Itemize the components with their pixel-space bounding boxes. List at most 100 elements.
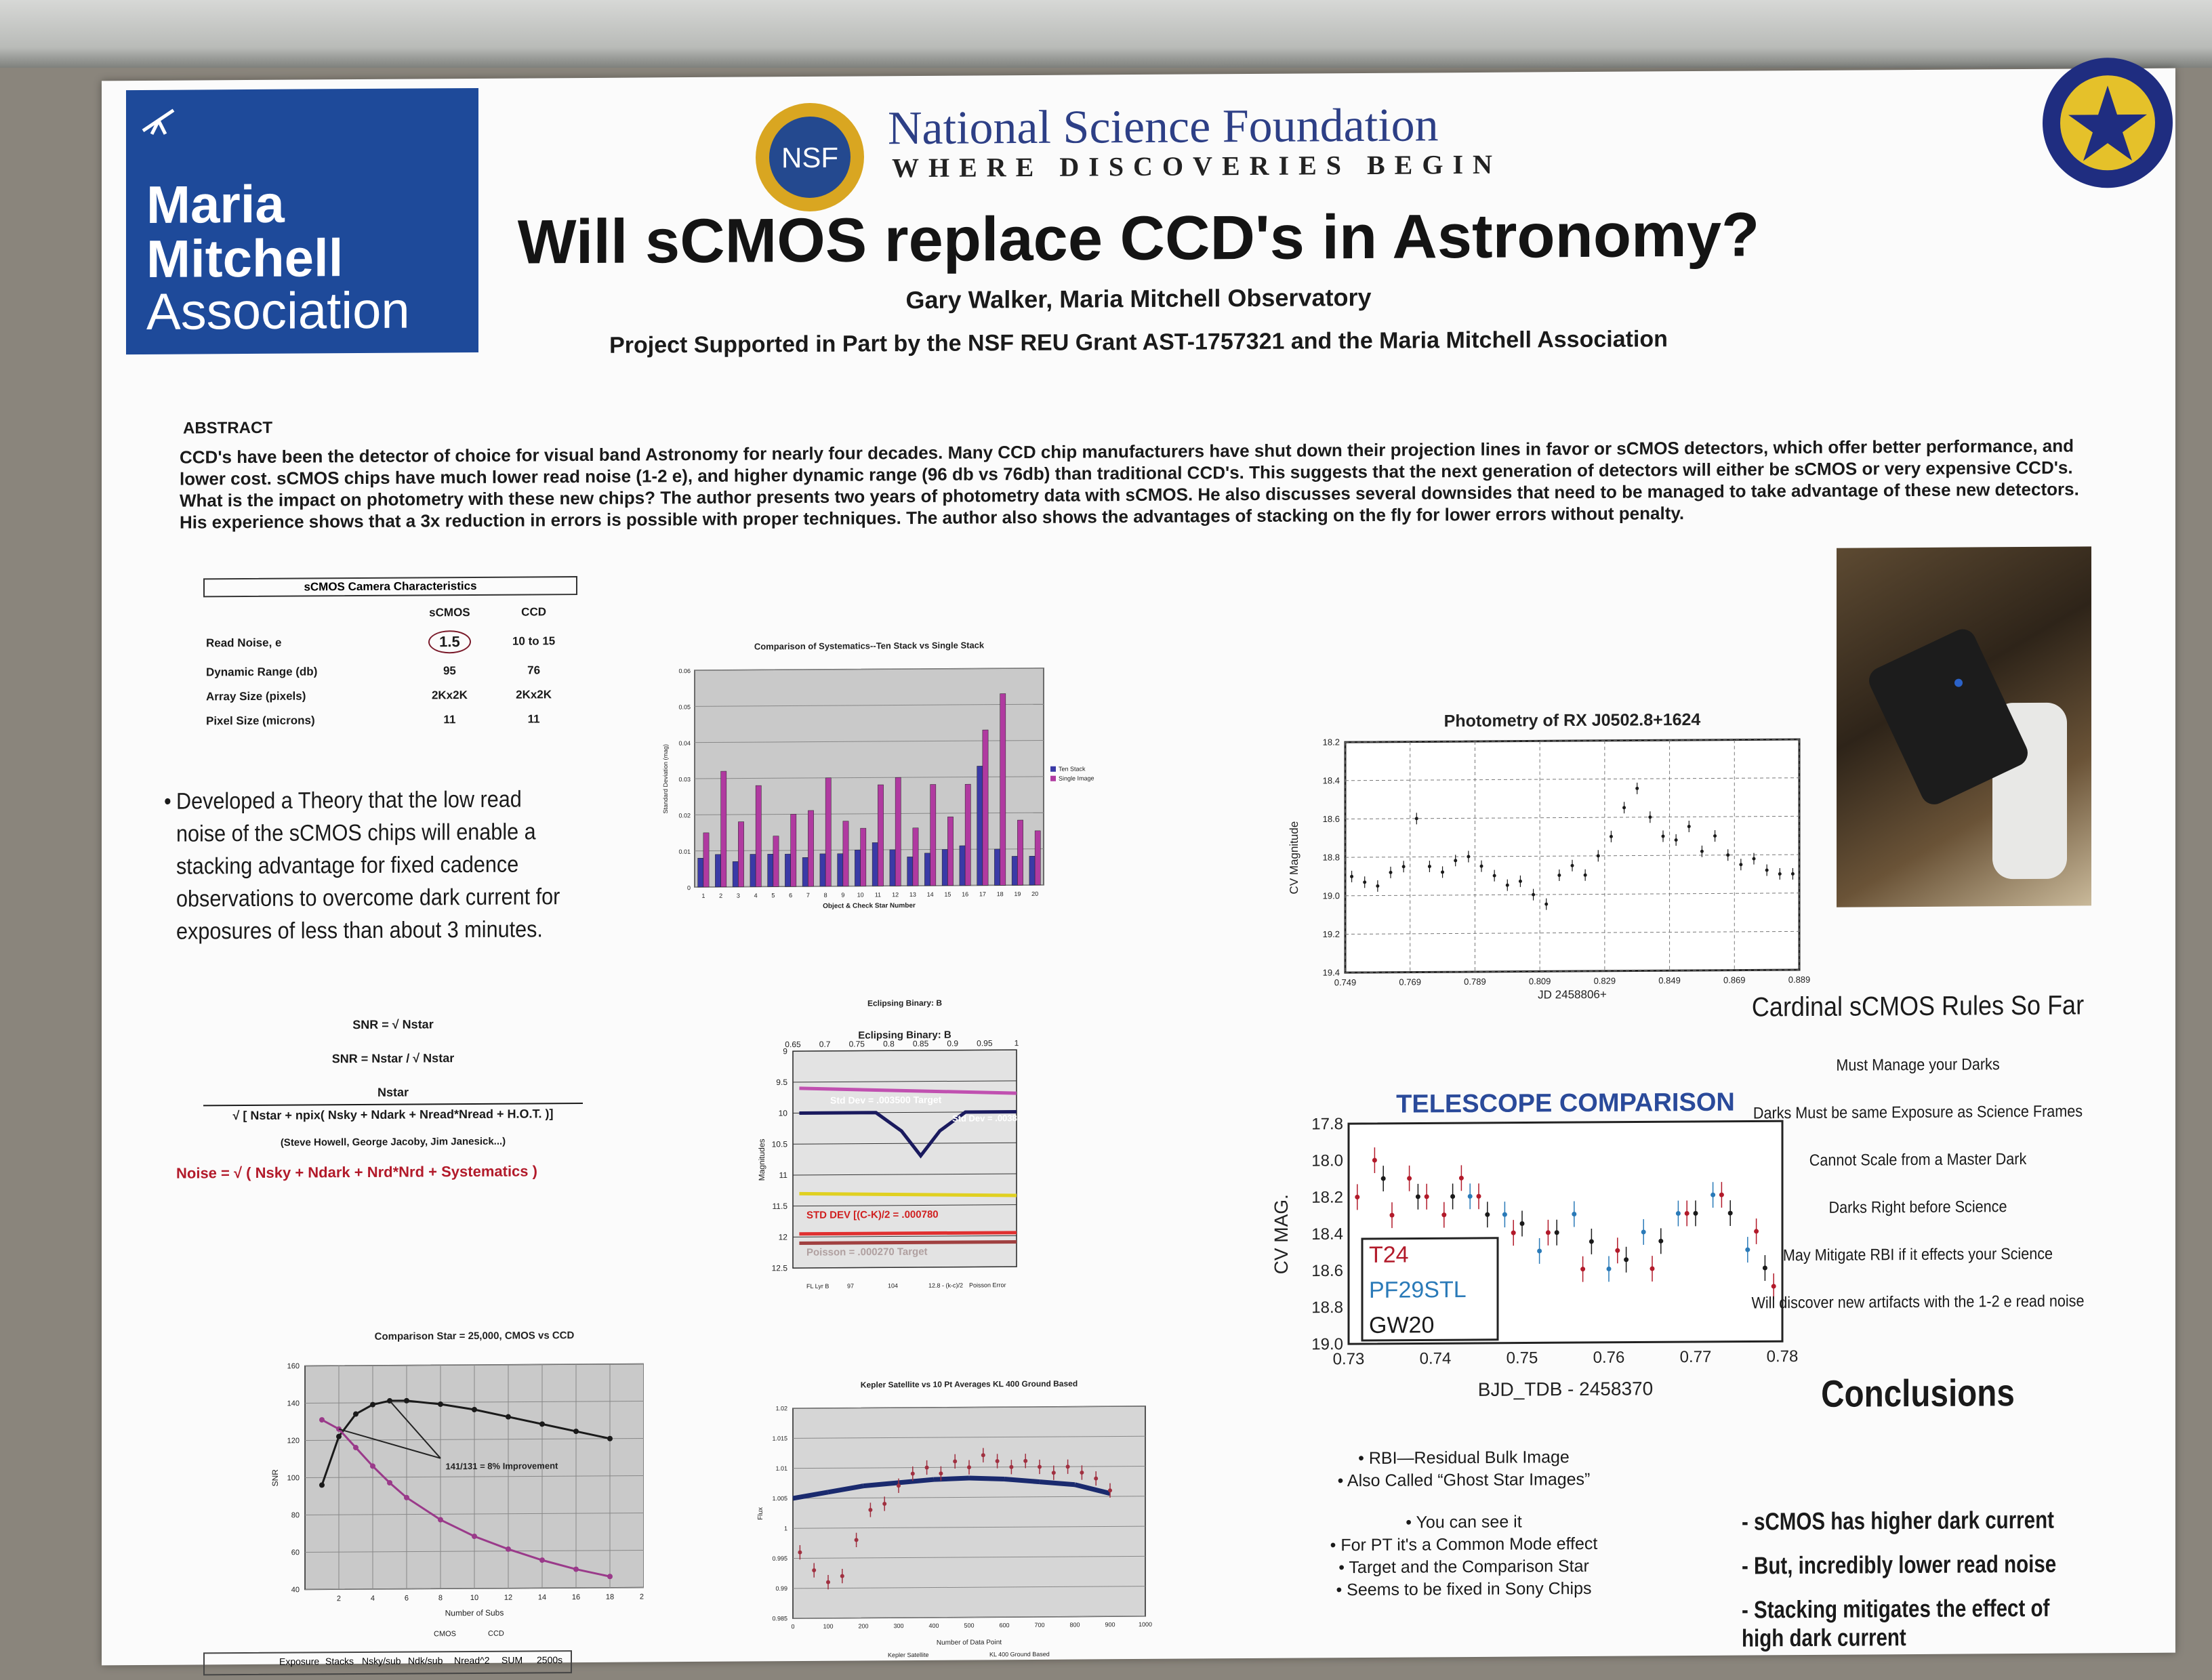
legend-label: T24 bbox=[1369, 1242, 1409, 1268]
bar bbox=[842, 821, 849, 886]
annotation: Std Dev = .003500 Target bbox=[830, 1094, 942, 1105]
chart-kepler: Kepler Satellite vs 10 Pt Averages KL 40… bbox=[757, 1379, 1152, 1659]
chart-title: Kepler Satellite vs 10 Pt Averages KL 40… bbox=[861, 1379, 1078, 1390]
data-point bbox=[854, 1538, 859, 1542]
chart-title: Photometry of RX J0502.8+1624 bbox=[1444, 710, 1701, 731]
camera-table: sCMOS CCD Read Noise, e 1.5 10 to 15 Dyn… bbox=[203, 600, 576, 733]
data-point bbox=[1023, 1458, 1028, 1463]
telescope-photo bbox=[1837, 546, 2091, 907]
data-point bbox=[1719, 1192, 1724, 1197]
data-point bbox=[1752, 857, 1756, 861]
x-tick-label: 0.85 bbox=[913, 1039, 929, 1048]
gridline bbox=[1345, 930, 1799, 935]
bottom-table: Exposure Stacks Nsky/sub Ndk/sub Nread^2… bbox=[203, 1650, 572, 1676]
x-tick-label: 0.78 bbox=[1767, 1347, 1799, 1366]
data-point bbox=[924, 1465, 929, 1470]
y-axis-label: Standard Deviation (mag) bbox=[662, 744, 669, 814]
y-tick-label: 18.8 bbox=[1311, 1298, 1343, 1317]
y-tick-label: 18.4 bbox=[1323, 775, 1340, 785]
data-point bbox=[1580, 1267, 1586, 1272]
camera-table-cell: Dynamic Range (db) bbox=[206, 665, 318, 679]
nsf-seal-icon: NSF bbox=[756, 102, 864, 211]
camera-table-cell: 76 bbox=[527, 663, 541, 677]
y-tick-label: 0.05 bbox=[678, 703, 691, 710]
y-tick-label: 11.5 bbox=[773, 1202, 788, 1211]
data-point bbox=[1674, 838, 1678, 842]
data-point bbox=[1790, 872, 1795, 876]
chart-title: Eclipsing Binary: B bbox=[867, 998, 942, 1008]
bar bbox=[941, 849, 948, 886]
x-tick-label: 7 bbox=[806, 892, 810, 899]
gridline bbox=[793, 1525, 1145, 1529]
data-point bbox=[1713, 834, 1717, 838]
conclusion-item: - Stacking mitigates the effect of high … bbox=[1742, 1593, 2050, 1652]
data-point bbox=[1450, 1194, 1456, 1200]
bottom-table-header: 2500s bbox=[537, 1654, 563, 1666]
y-tick-label: 12 bbox=[779, 1232, 788, 1242]
data-point bbox=[1502, 1212, 1507, 1217]
cardinal-heading: Cardinal sCMOS Rules So Far bbox=[1751, 990, 2085, 1023]
data-point bbox=[472, 1406, 477, 1412]
read-noise-circled: 1.5 bbox=[428, 630, 471, 654]
bar bbox=[825, 777, 832, 887]
y-tick-label: 19.2 bbox=[1323, 929, 1340, 939]
bar bbox=[785, 853, 791, 887]
bar bbox=[715, 854, 721, 888]
data-point bbox=[1454, 859, 1458, 863]
data-point bbox=[336, 1433, 342, 1439]
y-tick-label: 19.0 bbox=[1323, 890, 1340, 901]
legend-label: CMOS bbox=[434, 1630, 456, 1638]
data-point bbox=[868, 1507, 873, 1512]
nsf-name: National Science Foundation bbox=[888, 99, 1439, 155]
formula-noise: Noise = √ ( Nsky + Ndark + Nrd*Nrd + Sys… bbox=[176, 1162, 537, 1182]
bar bbox=[994, 848, 1000, 886]
gridline bbox=[793, 1080, 1017, 1083]
bottom-table-header: Ndk/sub bbox=[408, 1655, 443, 1666]
x-tick-label: 600 bbox=[999, 1622, 1009, 1628]
y-tick-label: 18.2 bbox=[1323, 737, 1340, 747]
x-tick-label: 4 bbox=[754, 892, 758, 899]
y-tick-label: 60 bbox=[291, 1549, 300, 1557]
legend-label: GW20 bbox=[1369, 1312, 1434, 1338]
data-point bbox=[1427, 865, 1431, 869]
bar bbox=[855, 849, 861, 886]
y-tick-label: 1 bbox=[784, 1525, 787, 1532]
cardinal-rule: Will discover new artifacts with the 1-2… bbox=[1751, 1292, 2085, 1313]
series-line bbox=[863, 1480, 899, 1489]
rbi-note: • Target and the Comparison Star bbox=[1338, 1556, 1589, 1578]
data-point bbox=[607, 1435, 613, 1441]
data-point bbox=[1570, 863, 1574, 867]
conclusions-heading: Conclusions bbox=[1821, 1371, 2015, 1415]
x-tick-label: 12 bbox=[892, 891, 899, 898]
bar bbox=[773, 836, 779, 887]
annotation-arrow bbox=[389, 1400, 441, 1459]
data-point bbox=[1080, 1470, 1084, 1475]
x-tick-label: 0.65 bbox=[785, 1040, 801, 1049]
gridline bbox=[793, 1616, 1145, 1619]
data-point bbox=[1441, 870, 1445, 874]
x-tick-label: 12 bbox=[504, 1594, 512, 1602]
data-point bbox=[1492, 874, 1496, 878]
camera-table-cell: 1.5 bbox=[408, 625, 492, 659]
formula-credit: (Steve Howell, George Jacoby, Jim Janesi… bbox=[280, 1135, 506, 1149]
bar bbox=[895, 777, 901, 886]
y-axis-label: Flux bbox=[757, 1507, 764, 1520]
cardinal-rule: Must Manage your Darks bbox=[1836, 1055, 2000, 1075]
data-point bbox=[1544, 902, 1549, 906]
bottom-table-header: Exposure bbox=[279, 1656, 320, 1667]
camera-table-cell: Read Noise, e bbox=[206, 636, 282, 650]
x-tick-label: 0.75 bbox=[1507, 1349, 1538, 1367]
chart-title: TELESCOPE COMPARISON bbox=[1396, 1088, 1735, 1119]
poster-title: Will sCMOS replace CCD's in Astronomy? bbox=[517, 200, 1760, 277]
x-tick-label: 1000 bbox=[1139, 1621, 1152, 1628]
legend-swatch bbox=[1050, 766, 1056, 772]
data-point bbox=[404, 1494, 409, 1500]
data-point bbox=[1739, 863, 1743, 867]
data-point bbox=[1711, 1192, 1716, 1197]
series-line bbox=[799, 1086, 1017, 1095]
chart-eclipsing-binary: Eclipsing Binary: B Eclipsing Binary: B 9 9… bbox=[757, 998, 1019, 1290]
data-point bbox=[1687, 825, 1691, 829]
data-point bbox=[1518, 879, 1522, 883]
data-point bbox=[319, 1482, 325, 1488]
camera-table-header: CCD bbox=[521, 605, 547, 619]
